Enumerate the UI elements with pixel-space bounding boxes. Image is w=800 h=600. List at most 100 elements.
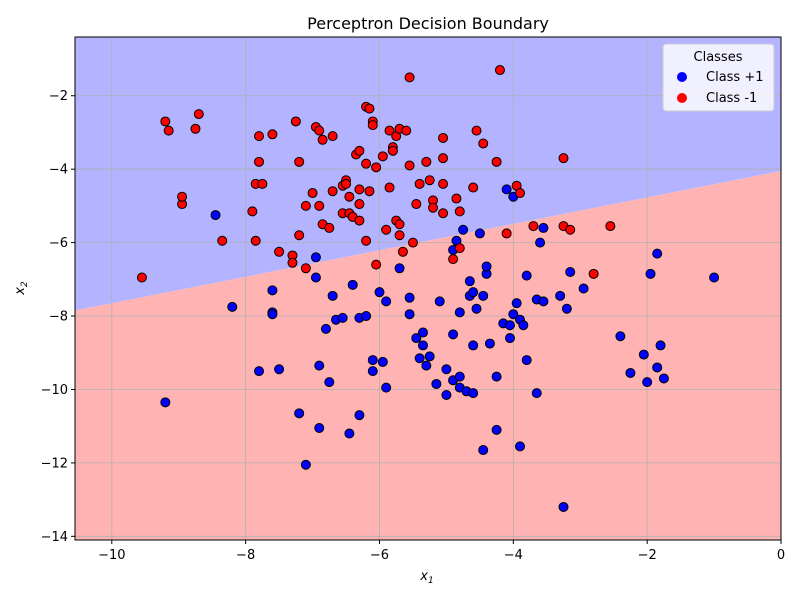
- point-class-minus-1: [528, 221, 539, 232]
- point-class-plusminus-1: [508, 309, 519, 320]
- point-class-minus-1: [160, 116, 171, 127]
- point-class-plusminus-1: [578, 283, 589, 294]
- y-tick-label: −10: [41, 383, 68, 398]
- point-class-plusminus-1: [377, 356, 388, 367]
- y-axis-label: x2: [13, 281, 30, 296]
- point-class-plusminus-1: [424, 351, 435, 362]
- y-tick-label: −4: [49, 163, 68, 178]
- point-class-plusminus-1: [431, 378, 442, 389]
- point-class-plusminus-1: [344, 428, 355, 439]
- point-class-minus-1: [190, 123, 201, 134]
- point-class-minus-1: [250, 235, 261, 246]
- data-points: [136, 65, 720, 512]
- point-class-minus-1: [193, 109, 204, 120]
- point-class-plusminus-1: [538, 296, 549, 307]
- point-class-minus-1: [468, 182, 479, 193]
- y-tick-label: −2: [49, 89, 68, 104]
- point-class-plusminus-1: [535, 237, 546, 248]
- point-class-plusminus-1: [521, 355, 532, 366]
- point-class-plusminus-1: [381, 382, 392, 393]
- point-class-plusminus-1: [481, 261, 492, 272]
- point-class-plusminus-1: [464, 276, 475, 287]
- point-class-plusminus-1: [367, 355, 378, 366]
- point-class-minus-1: [307, 188, 318, 199]
- point-class-plusminus-1: [310, 272, 321, 283]
- point-class-plusminus-1: [655, 340, 666, 351]
- x-tick-label: −6: [370, 548, 389, 563]
- x-tick-label: 0: [777, 548, 785, 563]
- point-class-minus-1: [324, 222, 335, 233]
- point-class-minus-1: [274, 246, 285, 257]
- point-class-plusminus-1: [441, 364, 452, 375]
- point-class-minus-1: [364, 103, 375, 114]
- x-tick-label: −10: [98, 548, 125, 563]
- point-class-minus-1: [254, 156, 265, 167]
- point-class-plusminus-1: [417, 340, 428, 351]
- point-class-minus-1: [354, 184, 365, 195]
- point-class-minus-1: [294, 230, 305, 241]
- point-class-minus-1: [501, 228, 512, 239]
- point-class-minus-1: [438, 178, 449, 189]
- point-class-minus-1: [177, 191, 188, 202]
- point-class-minus-1: [565, 224, 576, 235]
- point-class-plusminus-1: [404, 309, 415, 320]
- point-class-plusminus-1: [491, 371, 502, 382]
- point-class-plusminus-1: [504, 320, 515, 331]
- point-class-plusminus-1: [658, 373, 669, 384]
- point-class-plusminus-1: [337, 312, 348, 323]
- point-class-plusminus-1: [274, 364, 285, 375]
- legend: Classes Class +1 Class -1: [662, 43, 775, 112]
- x-tick-label: −8: [236, 548, 255, 563]
- point-class-minus-1: [454, 206, 465, 217]
- point-class-minus-1: [254, 131, 265, 142]
- point-class-plusminus-1: [448, 329, 459, 340]
- point-class-plusminus-1: [625, 367, 636, 378]
- chart-title: Perceptron Decision Boundary: [307, 14, 549, 33]
- point-class-minus-1: [471, 125, 482, 136]
- point-class-plusminus-1: [441, 389, 452, 400]
- point-class-minus-1: [371, 162, 382, 173]
- point-class-plusminus-1: [484, 338, 495, 349]
- point-class-plusminus-1: [267, 285, 278, 296]
- point-class-minus-1: [314, 125, 325, 136]
- point-class-minus-1: [247, 206, 258, 217]
- point-class-minus-1: [287, 257, 298, 268]
- legend-title: Classes: [694, 50, 743, 65]
- plot-frame: [74, 36, 782, 541]
- point-class-minus-1: [354, 145, 365, 156]
- point-class-minus-1: [397, 246, 408, 257]
- legend-box: [662, 43, 775, 112]
- point-class-minus-1: [354, 215, 365, 226]
- point-class-plusminus-1: [615, 331, 626, 342]
- point-class-minus-1: [451, 193, 462, 204]
- point-class-plusminus-1: [327, 290, 338, 301]
- point-class-plusminus-1: [468, 340, 479, 351]
- point-class-plusminus-1: [511, 298, 522, 309]
- point-class-plusminus-1: [458, 224, 469, 235]
- point-class-plusminus-1: [160, 397, 171, 408]
- y-tick-label: −14: [41, 530, 68, 545]
- point-class-plusminus-1: [374, 287, 385, 298]
- point-class-minus-1: [361, 235, 372, 246]
- point-class-plusminus-1: [468, 287, 479, 298]
- point-class-minus-1: [491, 156, 502, 167]
- point-class-plusminus-1: [555, 290, 566, 301]
- plot-area: [75, 37, 781, 540]
- y-axis-ticks: −14 −12 −10 −8 −6 −4 −2: [41, 89, 75, 545]
- point-class-minus-1: [515, 188, 526, 199]
- point-class-plusminus-1: [314, 423, 325, 434]
- point-class-minus-1: [217, 235, 228, 246]
- point-class-plusminus-1: [478, 290, 489, 301]
- point-class-plusminus-1: [254, 366, 265, 377]
- point-class-minus-1: [438, 132, 449, 143]
- point-class-minus-1: [384, 125, 395, 136]
- point-class-plusminus-1: [558, 501, 569, 512]
- point-class-minus-1: [327, 186, 338, 197]
- point-class-minus-1: [367, 120, 378, 131]
- point-class-minus-1: [361, 158, 372, 169]
- point-class-minus-1: [371, 259, 382, 270]
- point-class-minus-1: [421, 156, 432, 167]
- point-class-plusminus-1: [474, 228, 485, 239]
- point-class-plusminus-1: [414, 353, 425, 364]
- point-class-plusminus-1: [300, 459, 311, 470]
